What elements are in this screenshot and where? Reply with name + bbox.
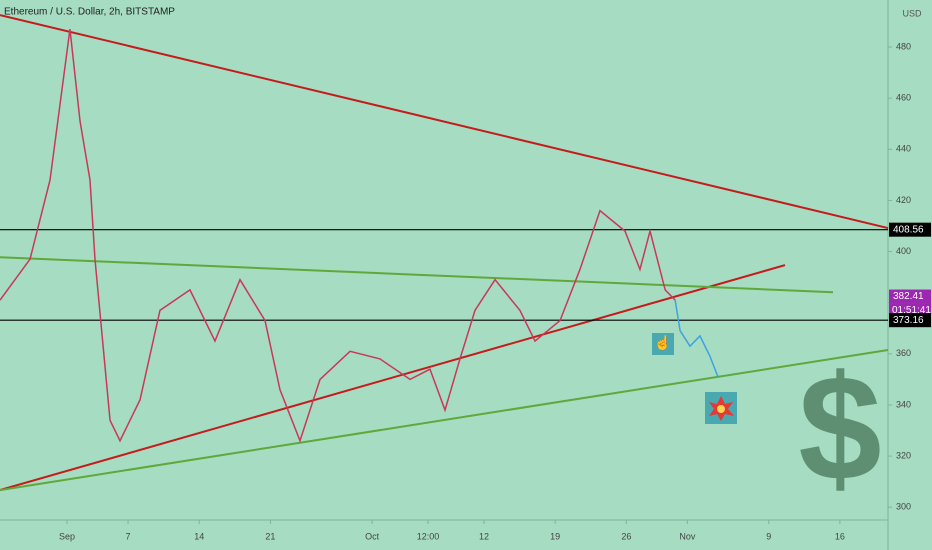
y-tick-label: 420 [896,195,911,205]
countdown: 01:51:41 [892,305,931,316]
x-tick-label: 12:00 [417,531,440,541]
boom-icon [705,392,737,424]
x-tick-label: Oct [365,531,380,541]
price-line [674,300,719,378]
x-tick-label: 9 [766,531,771,541]
price-line [0,29,676,443]
price-tag-label: 382.41 [893,291,924,302]
y-tick-label: 400 [896,246,911,256]
x-tick-label: 21 [265,531,275,541]
x-tick-label: 19 [550,531,560,541]
y-tick-label: 360 [896,348,911,358]
price-tag [889,222,931,237]
y-tick-label: 300 [896,502,911,512]
x-tick-label: Nov [679,531,696,541]
x-tick-label: 14 [194,531,204,541]
x-tick-label: 7 [126,531,131,541]
trend-line [0,256,834,294]
y-tick-label: 340 [896,399,911,409]
currency: USD [902,8,922,18]
x-tick-label: 26 [621,531,631,541]
hand-icon: ☝ [652,333,674,355]
y-tick-label: 440 [896,144,911,154]
price-tag [889,289,931,304]
x-tick-label: Sep [59,531,75,541]
trend-line [0,264,786,492]
price-tag-label: 408.56 [893,224,924,235]
y-tick-label: 320 [896,450,911,460]
chart-title: Ethereum / U.S. Dollar, 2h, BITSTAMP [4,7,175,18]
trend-line [0,349,889,492]
y-tick-label: 480 [896,41,911,51]
y-tick-label: 460 [896,93,911,103]
x-tick-label: 12 [479,531,489,541]
price-tag [889,313,931,328]
svg-text:☝: ☝ [654,334,671,352]
price-tag-label: 373.16 [893,315,924,326]
trend-line [0,14,889,230]
x-tick-label: 16 [835,531,845,541]
watermark: $ [798,344,881,512]
